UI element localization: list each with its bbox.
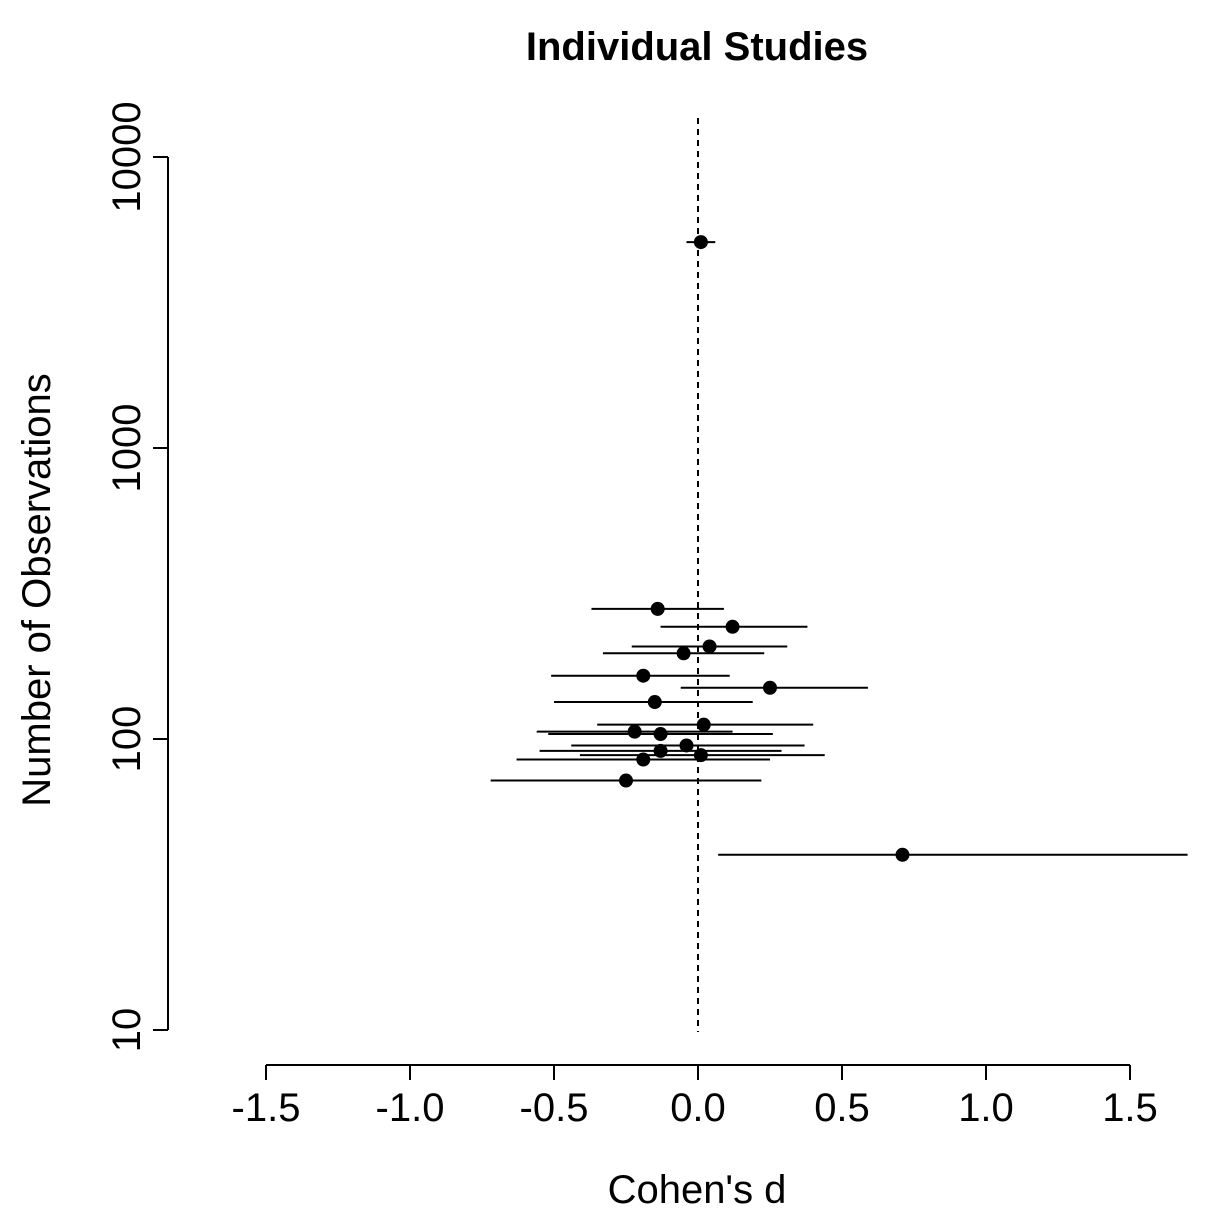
study-point [693,235,708,250]
study-point [679,738,694,753]
x-tick-label: 1.5 [1102,1086,1158,1130]
study-point [702,639,717,654]
study-point [619,773,633,788]
study-point [725,619,740,634]
y-tick-label: 10 [105,1008,149,1053]
data-marks [490,118,1188,1032]
y-tick-label: 100 [105,706,149,773]
study-point [653,743,668,758]
x-tick-label: 0.0 [670,1086,726,1130]
study-point [895,847,910,862]
y-tick-label: 1000 [105,404,149,493]
x-tick-label: -1.0 [376,1086,445,1130]
x-tick-label: -0.5 [520,1086,589,1130]
study-point [653,727,668,742]
study-point [636,752,651,767]
study-point [763,680,777,695]
study-point [676,646,691,661]
x-tick-label: -1.5 [232,1086,301,1130]
study-point [650,601,665,616]
study-point [627,724,642,739]
y-tick-label: 10000 [105,101,149,212]
chart-title: Individual Studies [526,25,868,69]
x-tick-label: 0.5 [814,1086,870,1130]
study-point [693,748,708,763]
study-point [647,695,662,710]
axes: -1.5 -1.0 -0.5 0.0 0.5 1.0 1.5 10 100 1000 10000 [105,101,1158,1130]
x-axis-label: Cohen's d [608,1168,787,1212]
x-tick-label: 1.0 [958,1086,1014,1130]
study-point [636,668,651,683]
y-axis-label: Number of Observations [15,373,59,807]
study-point [696,717,711,732]
